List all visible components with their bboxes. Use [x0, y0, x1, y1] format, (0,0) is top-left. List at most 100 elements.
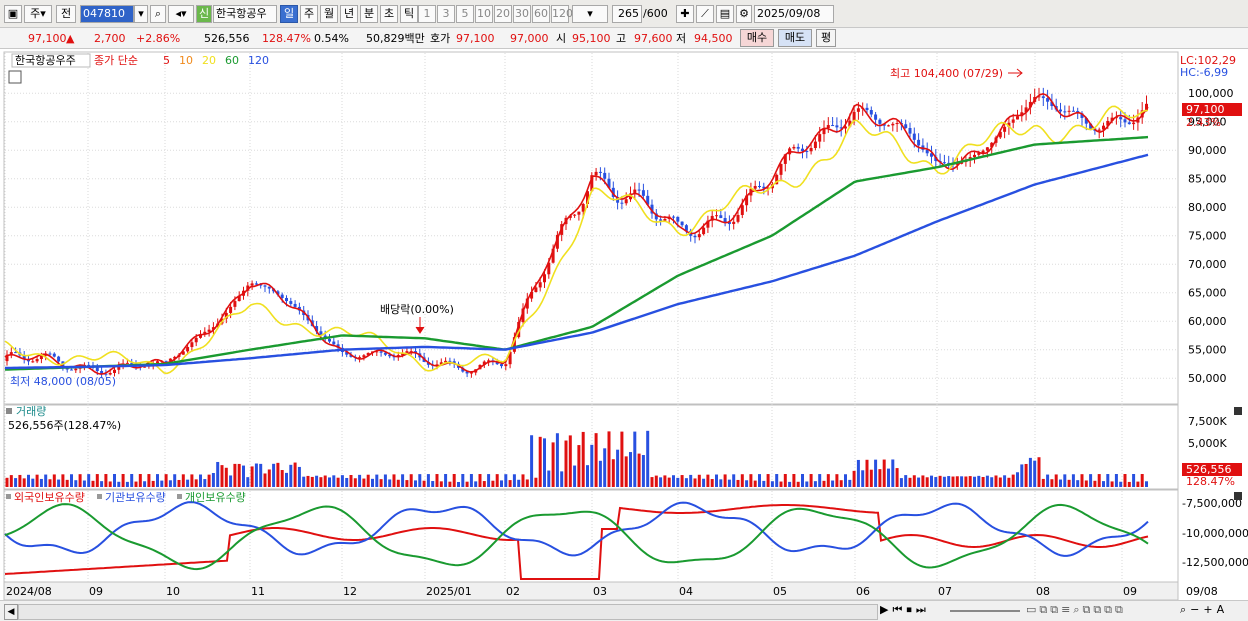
zoom-tools-icon[interactable]: ⌕−+A — [1180, 603, 1229, 616]
period-2-button[interactable]: 월 — [320, 5, 338, 23]
scope-button[interactable]: 전 — [56, 5, 76, 23]
interval-10-button[interactable]: 10 — [475, 5, 493, 23]
view-tools-icon[interactable]: ▭⧉⧉≡⌕⧉⧉⧉⧉ — [1026, 603, 1126, 616]
count-input[interactable]: 265 — [612, 5, 642, 23]
volume-bar — [985, 475, 989, 487]
gear-icon[interactable]: ⚙ — [736, 5, 752, 23]
candle-body — [942, 162, 946, 164]
calculator-icon[interactable] — [8, 70, 22, 84]
interval-5-button[interactable]: 5 — [456, 5, 474, 23]
volume-bar — [912, 475, 916, 487]
candle-body — [702, 227, 706, 235]
candle-body — [448, 360, 452, 362]
interval-3-button[interactable]: 3 — [437, 5, 455, 23]
interval-60-button[interactable]: 60 — [532, 5, 550, 23]
period-4-button[interactable]: 분 — [360, 5, 378, 23]
volume-bar — [508, 480, 512, 487]
layout-icon[interactable]: ▣ — [4, 5, 22, 23]
candle-body — [1063, 111, 1067, 113]
candle-body — [332, 341, 336, 345]
code-dropdown-icon[interactable]: ▾ — [134, 5, 148, 23]
price-panel[interactable] — [3, 51, 1179, 405]
interval-dropdown[interactable]: ▾ — [572, 5, 608, 23]
holding-close-icon[interactable] — [1234, 492, 1242, 500]
period-1-button[interactable]: 주 — [300, 5, 318, 23]
volume-bar — [1059, 479, 1062, 487]
crosshair-icon[interactable]: ✚ — [676, 5, 694, 23]
volume-bar — [930, 475, 933, 487]
interval-30-button[interactable]: 30 — [513, 5, 531, 23]
price-tick-label: 100,000 — [1188, 87, 1234, 100]
current-price-tag — [1182, 103, 1242, 116]
ma-line-2 — [4, 135, 1149, 371]
interval-20-button[interactable]: 20 — [494, 5, 512, 23]
save-icon[interactable]: ▤ — [716, 5, 734, 23]
candle-body — [469, 372, 473, 374]
eval-button[interactable]: 평 — [816, 29, 836, 47]
volume-bar — [113, 474, 116, 487]
candle-body — [775, 174, 779, 185]
volume-bar — [521, 474, 525, 487]
period-5-button[interactable]: 초 — [380, 5, 398, 23]
kind-select[interactable]: 주▾ — [24, 5, 52, 23]
horizontal-scrollbar[interactable] — [18, 604, 878, 620]
date-input[interactable]: 2025/09/08 — [754, 5, 834, 23]
volume-bar — [964, 476, 968, 487]
interval-1-button[interactable]: 1 — [418, 5, 436, 23]
volume-bar — [560, 471, 564, 487]
volume-bar — [190, 474, 194, 487]
candle-body — [1080, 113, 1084, 118]
buy-button[interactable]: 매수 — [740, 29, 774, 47]
candle-body — [968, 157, 972, 160]
period-0-button[interactable]: 일 — [280, 5, 298, 23]
candle-body — [482, 361, 486, 365]
volume-bar — [289, 464, 293, 487]
candle-body — [891, 123, 895, 126]
candle-body — [745, 195, 749, 206]
volume-bar — [667, 477, 671, 487]
stock-chart[interactable]: 100,000 95,000 90,000 85,000 80,000 75,000 70,… — [0, 49, 1248, 600]
volume-bar — [242, 465, 245, 487]
candle-body — [912, 133, 916, 140]
interval-120-button[interactable]: 120 — [551, 5, 573, 23]
holding-legend-1: 기관보유수량 — [105, 491, 166, 504]
candle-body — [555, 234, 559, 249]
volume-bar — [1132, 474, 1136, 487]
volume-bar — [869, 469, 873, 487]
draw-icon[interactable]: ⟋ — [696, 5, 714, 23]
candle-body — [461, 367, 465, 372]
candle-body — [319, 331, 323, 336]
volume-bar — [646, 430, 650, 487]
zoom-slider[interactable] — [950, 610, 1020, 612]
candle-body — [246, 285, 250, 291]
search-icon[interactable]: ⌕ — [150, 5, 166, 23]
volume-bar — [684, 478, 688, 487]
candle-body — [130, 362, 134, 364]
volume-bar — [78, 474, 82, 487]
playback-controls-icon[interactable]: ▶⏮⏹⏭ — [880, 603, 930, 616]
candle-body — [1050, 101, 1054, 107]
volume-bar — [650, 477, 654, 487]
code-input[interactable]: 047810 — [80, 5, 134, 23]
holding-legend-2: 개인보유수량 — [185, 491, 246, 504]
volume-bar — [581, 431, 585, 487]
volume-bar — [676, 477, 680, 487]
volume-tick-label: 5,000K — [1188, 437, 1227, 450]
volume-bar — [1114, 474, 1118, 487]
volume-bar — [388, 479, 392, 487]
volume-bar — [426, 474, 430, 487]
volume-close-icon[interactable] — [1234, 407, 1242, 415]
candle-body — [250, 283, 254, 286]
scroll-left-icon[interactable]: ◀ — [4, 604, 18, 620]
sell-button[interactable]: 매도 — [778, 29, 812, 47]
candle-body — [788, 148, 792, 155]
holding-panel[interactable] — [3, 489, 1179, 583]
candle-body — [39, 355, 43, 360]
period-3-button[interactable]: 년 — [340, 5, 358, 23]
volume-bar — [87, 474, 91, 487]
speaker-icon[interactable]: ◂▾ — [168, 5, 194, 23]
x-axis-label: 04 — [679, 585, 693, 598]
volume-bar — [689, 474, 693, 487]
volume-bar — [831, 480, 835, 487]
period-6-button[interactable]: 틱 — [400, 5, 418, 23]
